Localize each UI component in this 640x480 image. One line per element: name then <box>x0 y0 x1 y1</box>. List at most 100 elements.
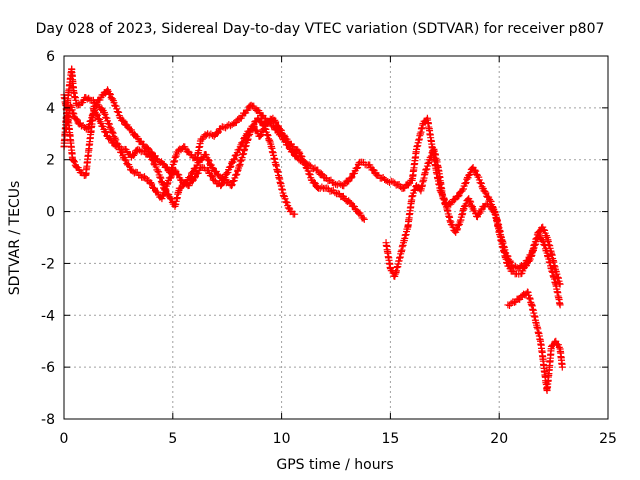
data-point-run <box>543 366 553 392</box>
data-point-run <box>218 123 230 132</box>
data-point-run <box>512 295 524 306</box>
data-point <box>291 210 299 218</box>
data-point-run <box>479 202 489 211</box>
data-point-run <box>409 183 420 200</box>
data-point-run <box>202 151 215 169</box>
data-point-run <box>296 149 309 167</box>
data-point-run <box>155 158 167 167</box>
data-point-run <box>224 158 237 176</box>
data-point <box>254 114 262 122</box>
chart-title: Day 028 of 2023, Sidereal Day-to-day VTE… <box>36 21 605 37</box>
data-point-run <box>257 120 270 139</box>
x-tick-label: 0 <box>60 431 69 447</box>
data-point-run <box>174 144 186 154</box>
data-point-run <box>426 148 437 162</box>
data-point-run <box>413 121 427 151</box>
data-point-run <box>75 101 84 109</box>
data-point-run <box>193 137 205 163</box>
data-point-run <box>228 167 241 189</box>
x-tick-label: 20 <box>490 431 508 447</box>
data-point-run <box>518 264 528 277</box>
data-point-run <box>74 164 84 177</box>
data-point-run <box>133 133 145 146</box>
y-tick-label: -2 <box>41 256 55 272</box>
data-point-run <box>255 107 267 120</box>
data-point-run <box>152 188 165 201</box>
data-point-run <box>185 176 197 189</box>
data-point-run <box>484 200 493 211</box>
data-point-run <box>506 298 517 309</box>
data-point-run <box>158 179 172 200</box>
data-point-run <box>491 210 503 236</box>
tick-labels-layer: 0 5 10 15 20 25 -8 -6 -4 -2 0 2 4 6 <box>41 49 617 447</box>
data-point-run <box>510 262 521 272</box>
data-point-run <box>65 119 77 163</box>
data-point-run <box>453 187 465 201</box>
data-point <box>360 215 368 223</box>
data-point-run <box>400 225 411 245</box>
data-point-run <box>205 130 217 139</box>
y-tick-label: -6 <box>41 360 55 376</box>
data-point-run <box>270 116 282 130</box>
y-tick-label: -4 <box>41 308 55 324</box>
data-point-run <box>474 207 485 218</box>
series-track-c <box>60 91 368 223</box>
data-point-run <box>342 196 354 206</box>
data-point-run <box>505 262 515 275</box>
data-point-run <box>244 102 254 114</box>
data-point-run <box>549 338 559 349</box>
data-point-run <box>382 241 394 271</box>
y-tick-label: -8 <box>41 412 55 428</box>
y-tick-label: 2 <box>46 153 55 169</box>
data-points-layer <box>60 65 566 394</box>
data-point-run <box>533 321 544 344</box>
data-point-run <box>100 108 115 133</box>
y-tick-label: 0 <box>46 205 55 221</box>
y-tick-label: 6 <box>46 49 55 65</box>
data-point-run <box>287 147 302 162</box>
data-point-run <box>109 128 122 148</box>
data-point-run <box>355 209 367 222</box>
data-point-run <box>424 116 435 145</box>
data-point <box>228 182 236 190</box>
data-point-run <box>115 143 128 162</box>
data-point-run <box>142 150 154 160</box>
x-tick-label: 5 <box>168 431 177 447</box>
data-point-run <box>79 121 90 133</box>
series-track-a <box>60 65 564 288</box>
data-point-run <box>104 87 117 105</box>
data-point-run <box>375 171 389 184</box>
data-point-run <box>171 187 183 209</box>
data-point-run <box>100 88 110 97</box>
data-point-run <box>539 355 549 376</box>
data-point <box>104 86 112 94</box>
data-point-run <box>481 188 494 203</box>
data-point-run <box>528 302 540 326</box>
data-point-run <box>264 115 276 128</box>
data-point-run <box>535 231 546 244</box>
data-point-run <box>545 345 555 371</box>
data-point-run <box>92 101 106 113</box>
data-point-run <box>459 174 472 193</box>
data-point <box>249 122 257 130</box>
data-point-run <box>217 170 230 189</box>
data-point-run <box>496 231 507 252</box>
data-point-run <box>68 65 78 95</box>
data-point-run <box>552 282 564 308</box>
series-track-e <box>504 288 566 394</box>
series-track-d <box>382 145 564 309</box>
data-point-run <box>384 177 397 187</box>
data-point-run <box>556 348 566 368</box>
data-point-run <box>274 168 287 200</box>
data-point-run <box>348 159 363 181</box>
grid-layer <box>64 56 608 419</box>
data-point-run <box>305 161 319 173</box>
data-point-run <box>209 164 221 178</box>
data-point-run <box>443 207 455 226</box>
data-point-run <box>78 94 89 107</box>
data-point-run <box>146 179 158 192</box>
data-point <box>230 156 238 164</box>
axis-ticks-layer <box>63 55 609 420</box>
data-point-run <box>205 166 217 184</box>
data-point-run <box>323 184 334 195</box>
